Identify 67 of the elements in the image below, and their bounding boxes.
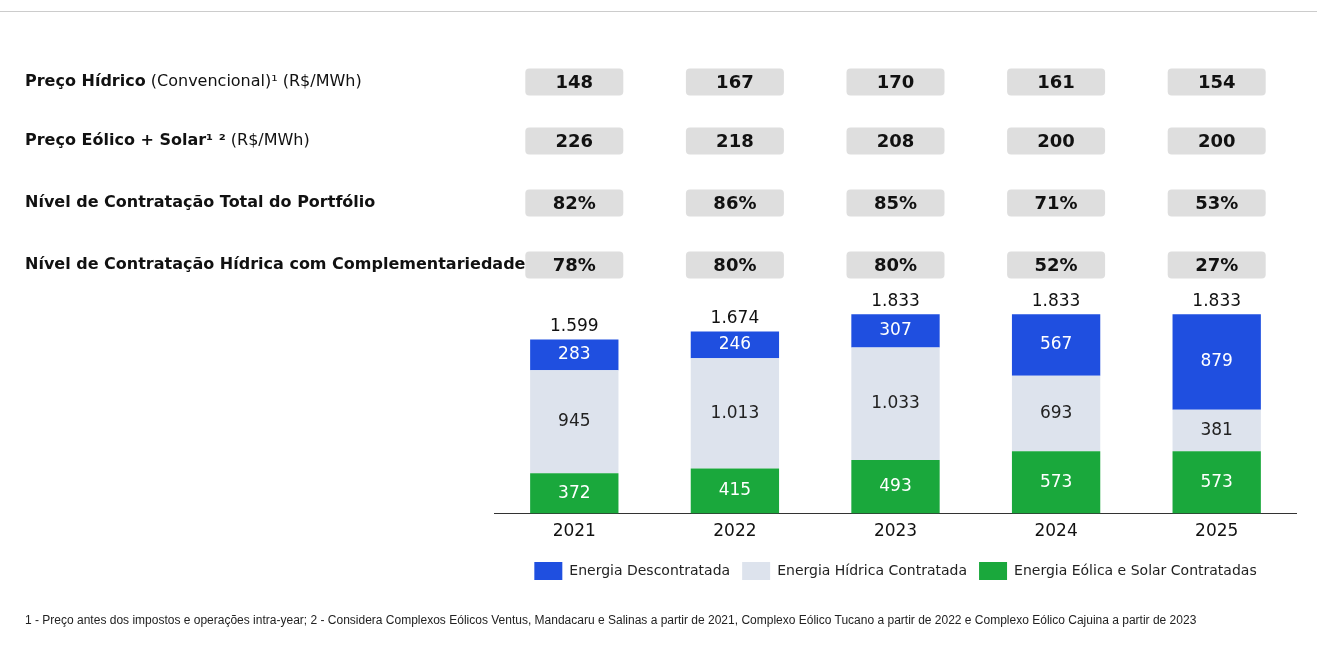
data-label: 573 bbox=[1039, 470, 1073, 491]
text: 148 bbox=[555, 70, 594, 92]
text: 218 bbox=[716, 129, 754, 151]
x-tick-label: 2021 bbox=[552, 520, 596, 541]
bar bbox=[1172, 409, 1261, 452]
text: 226 bbox=[555, 129, 594, 151]
text: 86% bbox=[713, 191, 757, 213]
text: 1 - Preço antes dos impostos e operações intra-year; 2 - Considera Complexos Eólicos Ventus, Mandacaru e Salinas a partir de 2021, Complexo Eólico Tucano a partir de 2022 e Complexo Eólico Cajuina a partir de 2023 bbox=[25, 612, 1198, 629]
total-label: 1.833 bbox=[1031, 290, 1081, 311]
bar bbox=[690, 358, 780, 469]
text: 80% bbox=[713, 253, 757, 275]
bar bbox=[690, 468, 780, 514]
bar bbox=[851, 314, 940, 348]
x-tick-label: 2022 bbox=[713, 520, 757, 541]
bar bbox=[851, 459, 940, 514]
data-label: 493 bbox=[879, 475, 912, 496]
text: 71% bbox=[1034, 191, 1078, 213]
text: 52% bbox=[1034, 253, 1078, 275]
total-label: 1.833 bbox=[1192, 290, 1242, 311]
bar bbox=[530, 370, 619, 474]
data-label: 372 bbox=[558, 481, 591, 502]
data-label: 1.013 bbox=[710, 401, 760, 422]
data-label: 415 bbox=[718, 479, 752, 500]
bar bbox=[1011, 451, 1101, 514]
data-label: 567 bbox=[1039, 333, 1073, 354]
x-tick-label: 2024 bbox=[1034, 520, 1078, 541]
total-label: 1.833 bbox=[871, 290, 920, 311]
text: 154 bbox=[1197, 70, 1236, 92]
text: Preço Eólico + Solar¹ ² (R$/MWh) bbox=[25, 130, 310, 150]
data-label: 246 bbox=[718, 333, 752, 354]
bar bbox=[690, 331, 780, 359]
text: 167 bbox=[716, 70, 754, 92]
total-label: 1.599 bbox=[549, 315, 599, 336]
text: 82% bbox=[552, 191, 596, 213]
bar bbox=[530, 473, 619, 514]
x-tick-label: 2025 bbox=[1195, 520, 1239, 541]
total-label: 1.674 bbox=[710, 307, 760, 328]
data-label: 283 bbox=[558, 343, 591, 364]
text: 200 bbox=[1037, 129, 1075, 151]
legend-label: Energia Hídrica Contratada bbox=[777, 561, 968, 578]
x-tick-label: 2023 bbox=[873, 520, 918, 541]
text: Preço Hídrico (Convencional)¹ (R$/MWh) bbox=[25, 71, 362, 91]
bar bbox=[1172, 314, 1261, 410]
legend-label: Energia Eólica e Solar Contratadas bbox=[1014, 561, 1257, 578]
bar bbox=[851, 347, 940, 460]
text: 80% bbox=[873, 253, 918, 275]
text: Nível de Contratação Total do Portfólio bbox=[25, 192, 376, 212]
data-label: 693 bbox=[1039, 401, 1073, 422]
text: 208 bbox=[876, 129, 915, 151]
text: 161 bbox=[1037, 70, 1075, 92]
data-label: 573 bbox=[1200, 470, 1233, 491]
bar bbox=[1011, 314, 1101, 376]
text: 200 bbox=[1197, 129, 1236, 151]
text: 78% bbox=[552, 253, 596, 275]
text: 53% bbox=[1195, 191, 1239, 213]
text: 85% bbox=[873, 191, 918, 213]
data-label: 879 bbox=[1200, 350, 1233, 371]
bar bbox=[1172, 451, 1261, 514]
data-label: 945 bbox=[558, 410, 591, 431]
text: Nível de Contratação Hídrica com Complementariedade bbox=[25, 254, 526, 274]
legend-label: Energia Descontratada bbox=[569, 561, 731, 578]
text: 27% bbox=[1195, 253, 1239, 275]
data-label: 307 bbox=[879, 319, 912, 340]
data-label: 1.033 bbox=[871, 392, 920, 413]
text: 170 bbox=[876, 70, 915, 92]
data-label: 381 bbox=[1200, 418, 1233, 439]
bar bbox=[1011, 375, 1101, 452]
